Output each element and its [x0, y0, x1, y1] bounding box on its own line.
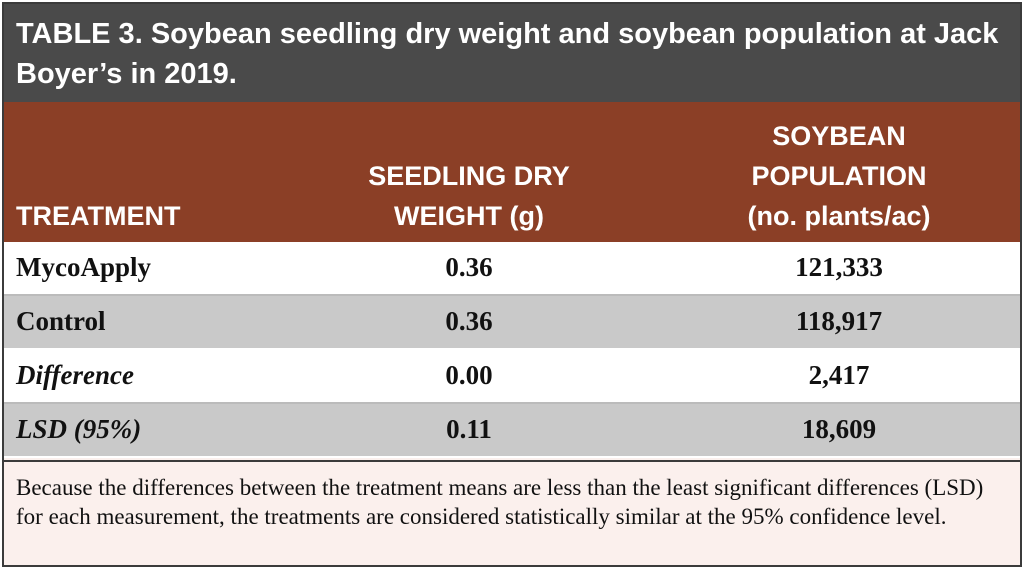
header-seedling-line1: SEEDLING DRY	[368, 161, 570, 191]
table-header-row: TREATMENT SEEDLING DRY WEIGHT (g) SOYBEA…	[4, 102, 1020, 242]
header-population-line2: POPULATION	[751, 161, 927, 191]
table-title-label: TABLE 3.	[16, 18, 143, 50]
cell-seedling-dry-weight: 0.36	[445, 306, 493, 336]
cell-population: 118,917	[795, 306, 883, 336]
table-row-mycoapply: MycoApply 0.36 121,333	[4, 242, 1020, 296]
cell-seedling-dry-weight: 0.11	[446, 414, 492, 444]
cell-treatment: Difference	[16, 360, 134, 390]
table-row-difference: Difference 0.00 2,417	[4, 350, 1020, 404]
table-title-text: Soybean seedling dry weight and soybean …	[16, 18, 999, 90]
header-seedling-dry-weight: SEEDLING DRY WEIGHT (g)	[304, 156, 634, 236]
header-population-line1: SOYBEAN	[772, 121, 906, 151]
table-row-control: Control 0.36 118,917	[4, 296, 1020, 350]
table-row-lsd: LSD (95%) 0.11 18,609	[4, 404, 1020, 458]
cell-population: 18,609	[801, 414, 877, 444]
header-seedling-line2: WEIGHT (g)	[394, 201, 544, 231]
cell-seedling-dry-weight: 0.36	[445, 252, 493, 282]
header-soybean-population: SOYBEAN POPULATION (no. plants/ac)	[664, 116, 1014, 236]
header-treatment: TREATMENT	[16, 201, 181, 231]
header-population-line3: (no. plants/ac)	[747, 201, 931, 231]
table-footnote: Because the differences between the trea…	[4, 460, 1020, 565]
cell-treatment: LSD (95%)	[16, 414, 142, 444]
cell-seedling-dry-weight: 0.00	[445, 360, 493, 390]
table-title: TABLE 3. Soybean seedling dry weight and…	[4, 4, 1020, 102]
cell-population: 2,417	[808, 360, 870, 390]
cell-population: 121,333	[795, 252, 883, 282]
cell-treatment: Control	[16, 306, 106, 336]
cell-treatment: MycoApply	[16, 252, 151, 282]
